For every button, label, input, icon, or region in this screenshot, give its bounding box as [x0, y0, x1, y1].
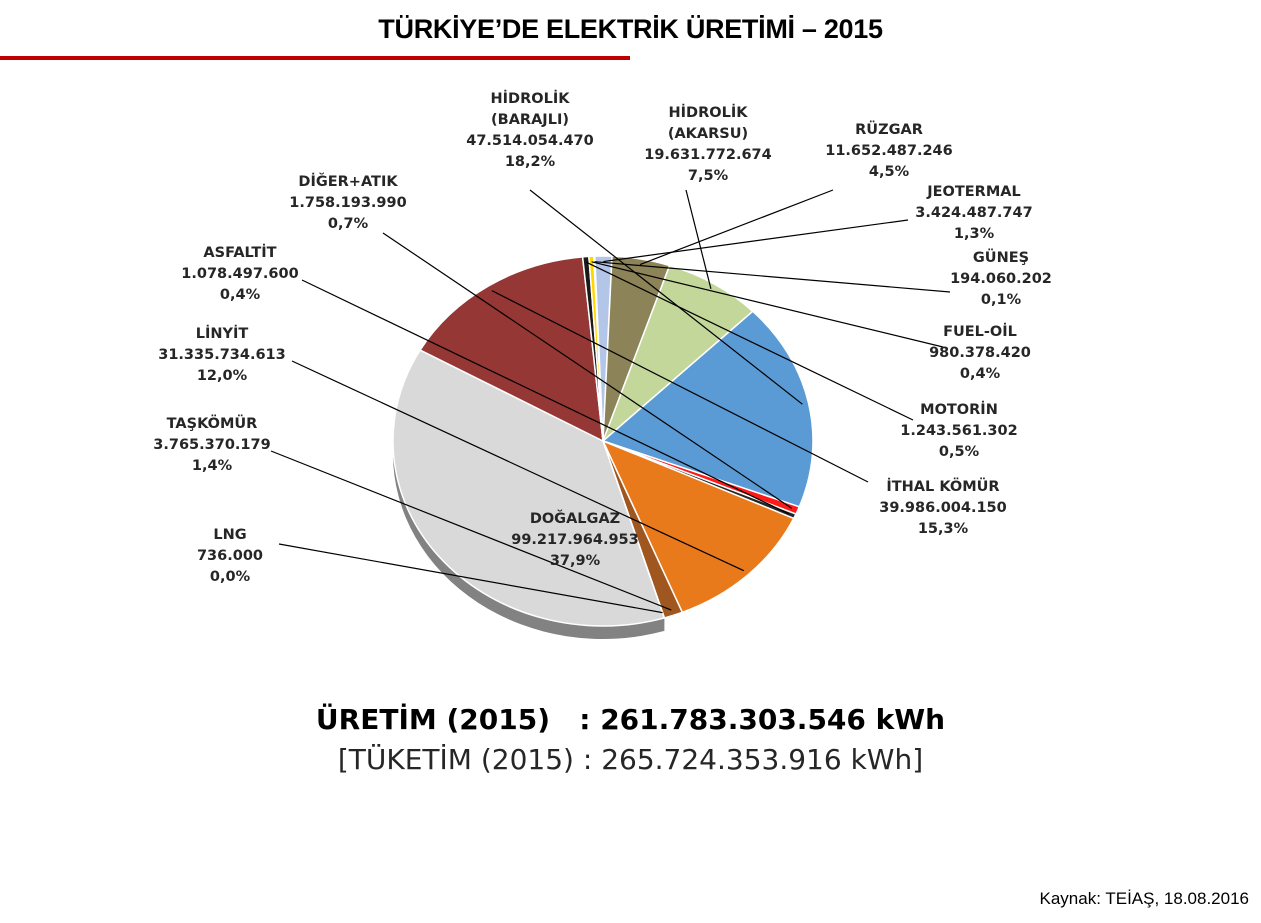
- data-label-taskomur-value: 3.765.370.179: [153, 437, 270, 453]
- pie-slice-linyit: [602, 440, 795, 614]
- data-label-hidrolik-akarsu-value: 19.631.772.674: [644, 147, 772, 163]
- data-label-jeotermal-value: 3.424.487.747: [915, 205, 1032, 221]
- leader-line-gunes: [594, 261, 951, 293]
- data-label-linyit-value: 31.335.734.613: [158, 347, 286, 363]
- pie-slice-lng: [602, 440, 666, 619]
- data-label-linyit-percent: 12,0%: [197, 368, 248, 384]
- data-label-hidrolik-akarsu-name: HİDROLİK: [669, 104, 749, 121]
- leader-line-lng: [278, 543, 663, 614]
- data-label-diger-atik-name: DİĞER+ATIK: [298, 172, 398, 190]
- data-label-ruzgar-percent: 4,5%: [869, 164, 910, 180]
- data-label-hidrolik-barajli-name: HİDROLİK: [491, 90, 571, 107]
- leader-line-fuel-oil: [591, 261, 944, 348]
- source-note: Kaynak: TEİAŞ, 18.08.2016: [1039, 889, 1250, 908]
- pie-slice-dogalgaz: [392, 349, 666, 627]
- data-label-hidrolik-barajli-percent: 18,2%: [505, 154, 556, 170]
- data-label-fuel-oil-percent: 0,4%: [960, 366, 1001, 382]
- total-consumption-text: [TÜKETİM (2015) : 265.724.353.916 kWh]: [337, 743, 924, 776]
- data-label-dogalgaz-percent: 37,9%: [550, 553, 601, 569]
- leader-line-ithal-komur: [491, 290, 869, 483]
- data-label-diger-atik-percent: 0,7%: [328, 216, 369, 232]
- data-label-fuel-oil-name: FUEL-OİL: [943, 323, 1017, 340]
- data-label-ruzgar-name: RÜZGAR: [855, 120, 923, 138]
- leader-line-motorin: [585, 261, 914, 421]
- data-label-ithal-komur-value: 39.986.004.150: [879, 500, 1007, 516]
- data-label-ithal-komur-percent: 15,3%: [918, 521, 969, 537]
- data-label-dogalgaz-value: 99.217.964.953: [511, 532, 639, 548]
- data-label-gunes-percent: 0,1%: [981, 292, 1022, 308]
- pie-side-dogalgaz: [393, 441, 665, 640]
- data-label-dogalgaz-name: DOĞALGAZ: [530, 509, 620, 527]
- pie-slice-ithal-komur: [419, 256, 604, 442]
- data-label-fuel-oil-value: 980.378.420: [929, 345, 1031, 361]
- leader-line-diger-atik: [382, 232, 793, 509]
- leader-line-hidrolik-barajli: [529, 189, 803, 405]
- data-label-diger-atik-value: 1.758.193.990: [289, 195, 406, 211]
- leader-line-hidrolik-akarsu: [685, 189, 712, 289]
- data-label-gunes-value: 194.060.202: [950, 271, 1052, 287]
- title-underline: [0, 56, 630, 60]
- chart-title: TÜRKİYE’DE ELEKTRİK ÜRETİMİ – 2015: [378, 14, 883, 44]
- data-label-asfaltit-percent: 0,4%: [220, 287, 261, 303]
- data-label-gunes-name: GÜNEŞ: [973, 248, 1029, 266]
- data-label-taskomur-name: TAŞKÖMÜR: [167, 414, 258, 432]
- data-label-taskomur-percent: 1,4%: [192, 458, 233, 474]
- data-label-asfaltit-name: ASFALTİT: [203, 244, 276, 261]
- pie-slice-hidrolik-akarsu: [602, 264, 754, 442]
- data-label-lng-percent: 0,0%: [210, 569, 251, 585]
- data-label-lng-value: 736.000: [197, 548, 263, 564]
- leader-line-asfaltit: [301, 279, 790, 515]
- data-label-motorin-name: MOTORİN: [920, 401, 998, 418]
- leader-line-ruzgar: [639, 189, 834, 266]
- data-label-hidrolik-barajli-value: 47.514.054.470: [466, 133, 594, 149]
- data-label-ruzgar-value: 11.652.487.246: [825, 143, 953, 159]
- data-label-asfaltit-value: 1.078.497.600: [181, 266, 298, 282]
- leader-line-taskomur: [270, 450, 672, 611]
- total-production-text: ÜRETİM (2015) : 261.783.303.546 kWh: [315, 703, 946, 736]
- data-label-hidrolik-akarsu-percent: 7,5%: [688, 168, 729, 184]
- data-label-hidrolik-akarsu-name: (AKARSU): [668, 126, 748, 142]
- data-label-lng-name: LNG: [213, 527, 246, 543]
- data-label-motorin-value: 1.243.561.302: [900, 423, 1017, 439]
- data-label-hidrolik-barajli-name: (BARAJLI): [491, 112, 569, 128]
- data-label-linyit-name: LİNYİT: [196, 325, 249, 342]
- data-label-motorin-percent: 0,5%: [939, 444, 980, 460]
- leader-line-jeotermal: [603, 219, 909, 263]
- data-label-ithal-komur-name: İTHAL KÖMÜR: [886, 477, 999, 495]
- data-label-jeotermal-name: JEOTERMAL: [926, 184, 1020, 200]
- data-label-jeotermal-percent: 1,3%: [954, 226, 995, 242]
- leader-line-linyit: [291, 360, 745, 572]
